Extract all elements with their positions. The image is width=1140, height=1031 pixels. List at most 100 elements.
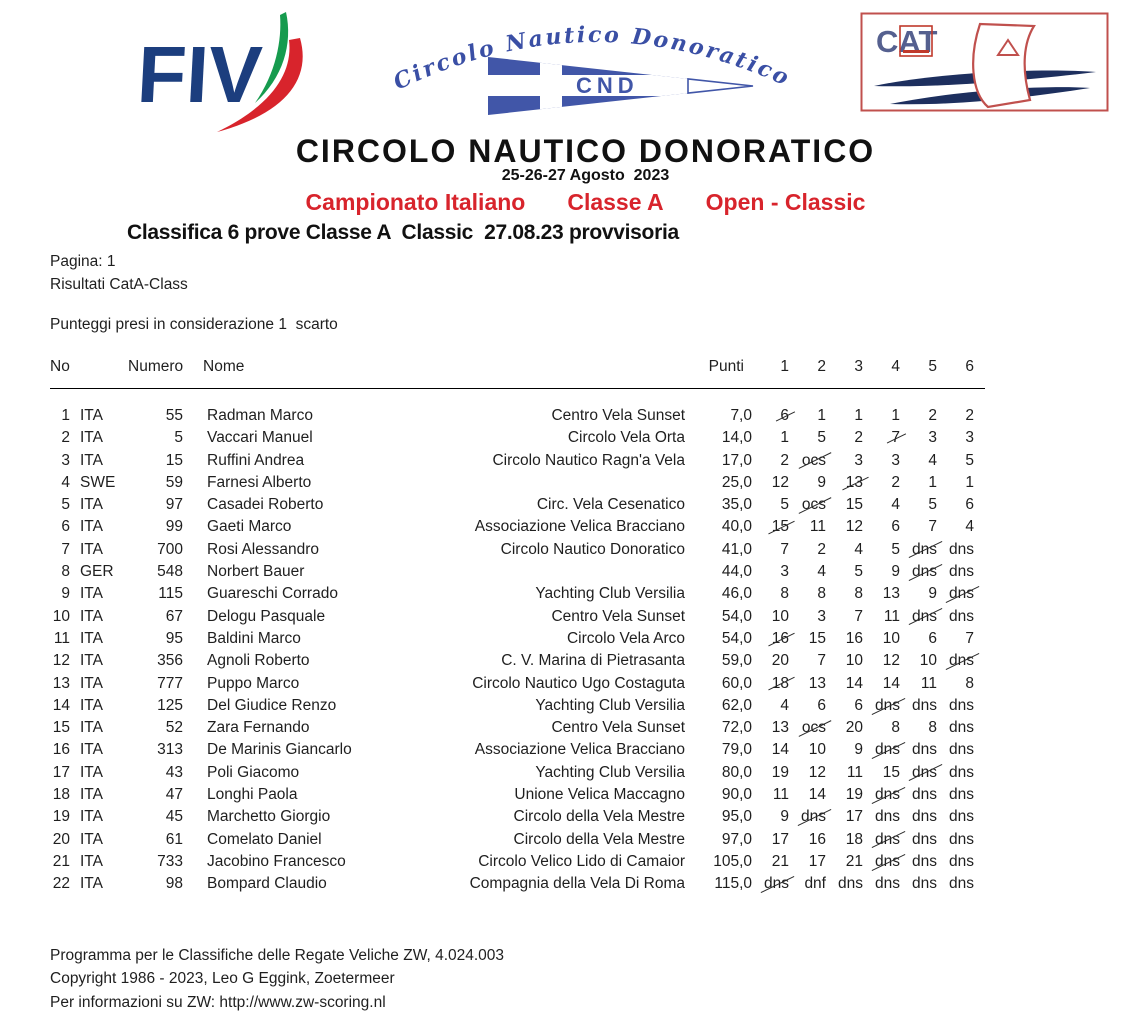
race-score-value: 16 xyxy=(845,629,863,647)
race-score: 14 xyxy=(826,673,863,695)
race-score-value: 15 xyxy=(882,763,900,781)
sail-number: 59 xyxy=(165,473,183,491)
race-score: 1 xyxy=(752,427,789,449)
fiv-red-swoosh xyxy=(217,38,303,132)
competitor-name: Farnesi Alberto xyxy=(207,473,312,491)
race-score-value: dns xyxy=(949,830,974,848)
race-score-discarded: 6 xyxy=(780,405,789,427)
race-score: dns xyxy=(863,873,900,895)
rank: 20 xyxy=(52,830,70,848)
race-score: 5 xyxy=(937,450,974,472)
race-score-value: 4 xyxy=(928,451,937,469)
race-score: dns xyxy=(900,695,937,717)
race-score: 1 xyxy=(789,405,826,427)
header-numero: Numero xyxy=(128,358,184,375)
race-score: ocs xyxy=(789,494,826,516)
discard-note: Punteggi presi in considerazione 1 scart… xyxy=(50,316,338,333)
competitor-name: Norbert Bauer xyxy=(207,563,305,581)
race-score: 2 xyxy=(826,427,863,449)
race-score-value: 4 xyxy=(817,563,826,581)
nationality: ITA xyxy=(80,741,103,759)
race-score: dns xyxy=(863,829,900,851)
competitor-name: De Marinis Giancarlo xyxy=(207,741,352,759)
table-row: 15 ITA 52 Zara Fernando Centro Vela Sunset 72… xyxy=(50,717,974,739)
fiv-logo-text: FIV xyxy=(135,30,264,119)
nationality: ITA xyxy=(80,674,103,692)
race-score: 6 xyxy=(826,695,863,717)
rank: 17 xyxy=(52,763,70,781)
race-score: 11 xyxy=(900,673,937,695)
race-score: dnf xyxy=(789,873,826,895)
club-name: Centro Vela Sunset xyxy=(551,407,685,424)
race-score: 10 xyxy=(826,650,863,672)
total-points: 79,0 xyxy=(721,741,752,759)
page-number: Pagina: 1 xyxy=(50,253,116,270)
race-score-value: 11 xyxy=(772,786,789,804)
table-row: 21 ITA 733 Jacobino Francesco Circolo Velico… xyxy=(50,851,974,873)
race-score: 6 xyxy=(900,628,937,650)
race-score: 19 xyxy=(752,762,789,784)
competitor-name: Puppo Marco xyxy=(207,674,300,692)
sail-number: 47 xyxy=(165,786,183,804)
race-score: 4 xyxy=(789,561,826,583)
rank: 13 xyxy=(52,674,70,692)
header-race-3: 3 xyxy=(854,358,863,375)
race-score-value: 8 xyxy=(965,674,974,692)
race-score-discarded: dns xyxy=(875,784,900,806)
club-name: Unione Velica Maccagno xyxy=(514,786,685,804)
footer-block: Programma per le Classifiche delle Regat… xyxy=(50,944,504,1014)
race-score: 17 xyxy=(752,829,789,851)
race-score-value: 8 xyxy=(780,585,789,603)
race-score: 2 xyxy=(937,405,974,427)
table-row: 19 ITA 45 Marchetto Giorgio Circolo della Ve… xyxy=(50,806,974,828)
race-score-value: 8 xyxy=(854,585,863,603)
competitor-name: Jacobino Francesco xyxy=(207,852,346,870)
table-row: 11 ITA 95 Baldini Marco Circolo Vela Arco 54,… xyxy=(50,628,974,650)
sail-number: 95 xyxy=(165,629,183,647)
race-score-value: 12 xyxy=(845,518,863,536)
total-points: 95,0 xyxy=(721,808,752,826)
club-name: Circolo Velico Lido di Camaior xyxy=(478,852,685,870)
race-score: 8 xyxy=(826,583,863,605)
table-row: 20 ITA 61 Comelato Daniel Circolo della Vela… xyxy=(50,829,974,851)
sail-number: 45 xyxy=(165,808,183,826)
race-score-discarded: dns xyxy=(875,739,900,761)
club-name: Associazione Velica Bracciano xyxy=(474,741,685,759)
sail-number: 5 xyxy=(174,429,183,447)
race-score: 9 xyxy=(863,561,900,583)
race-score: 8 xyxy=(937,673,974,695)
race-score-value: 9 xyxy=(891,563,900,581)
race-score-value: dns xyxy=(875,808,900,826)
race-score: 13 xyxy=(789,673,826,695)
race-score-value: 2 xyxy=(854,429,863,447)
competitor-name: Comelato Daniel xyxy=(207,830,322,848)
total-points: 80,0 xyxy=(721,763,752,781)
rank: 3 xyxy=(61,451,70,469)
race-score-value: 11 xyxy=(883,607,900,625)
header-race-5: 5 xyxy=(928,358,937,375)
race-score: dns xyxy=(937,583,974,605)
cnd-club-logo: Circolo Nautico Donoratico CND xyxy=(389,22,792,115)
header-nat-spacer xyxy=(70,356,128,378)
race-score-value: 5 xyxy=(928,496,937,514)
results-header-row: No Numero Nome Punti 1 2 3 4 5 6 xyxy=(50,356,974,378)
race-score-value: dns xyxy=(949,808,974,826)
competitor-name: Guareschi Corrado xyxy=(207,585,338,603)
race-score: 9 xyxy=(900,583,937,605)
table-row: 7 ITA 700 Rosi Alessandro Circolo Nautico Do… xyxy=(50,539,974,561)
rank: 11 xyxy=(53,629,70,647)
race-score-value: dns xyxy=(949,719,974,737)
club-name: C. V. Marina di Pietrasanta xyxy=(501,652,685,670)
race-score: 20 xyxy=(752,650,789,672)
race-score-value: 11 xyxy=(846,763,863,781)
race-score: 8 xyxy=(900,717,937,739)
nationality: ITA xyxy=(80,808,103,826)
race-score: dns xyxy=(900,539,937,561)
race-score-value: 6 xyxy=(854,696,863,714)
race-score-value: 17 xyxy=(771,830,789,848)
sail-number: 55 xyxy=(165,407,183,424)
race-score: 13 xyxy=(752,717,789,739)
race-score: 7 xyxy=(900,516,937,538)
race-score: dns xyxy=(937,606,974,628)
